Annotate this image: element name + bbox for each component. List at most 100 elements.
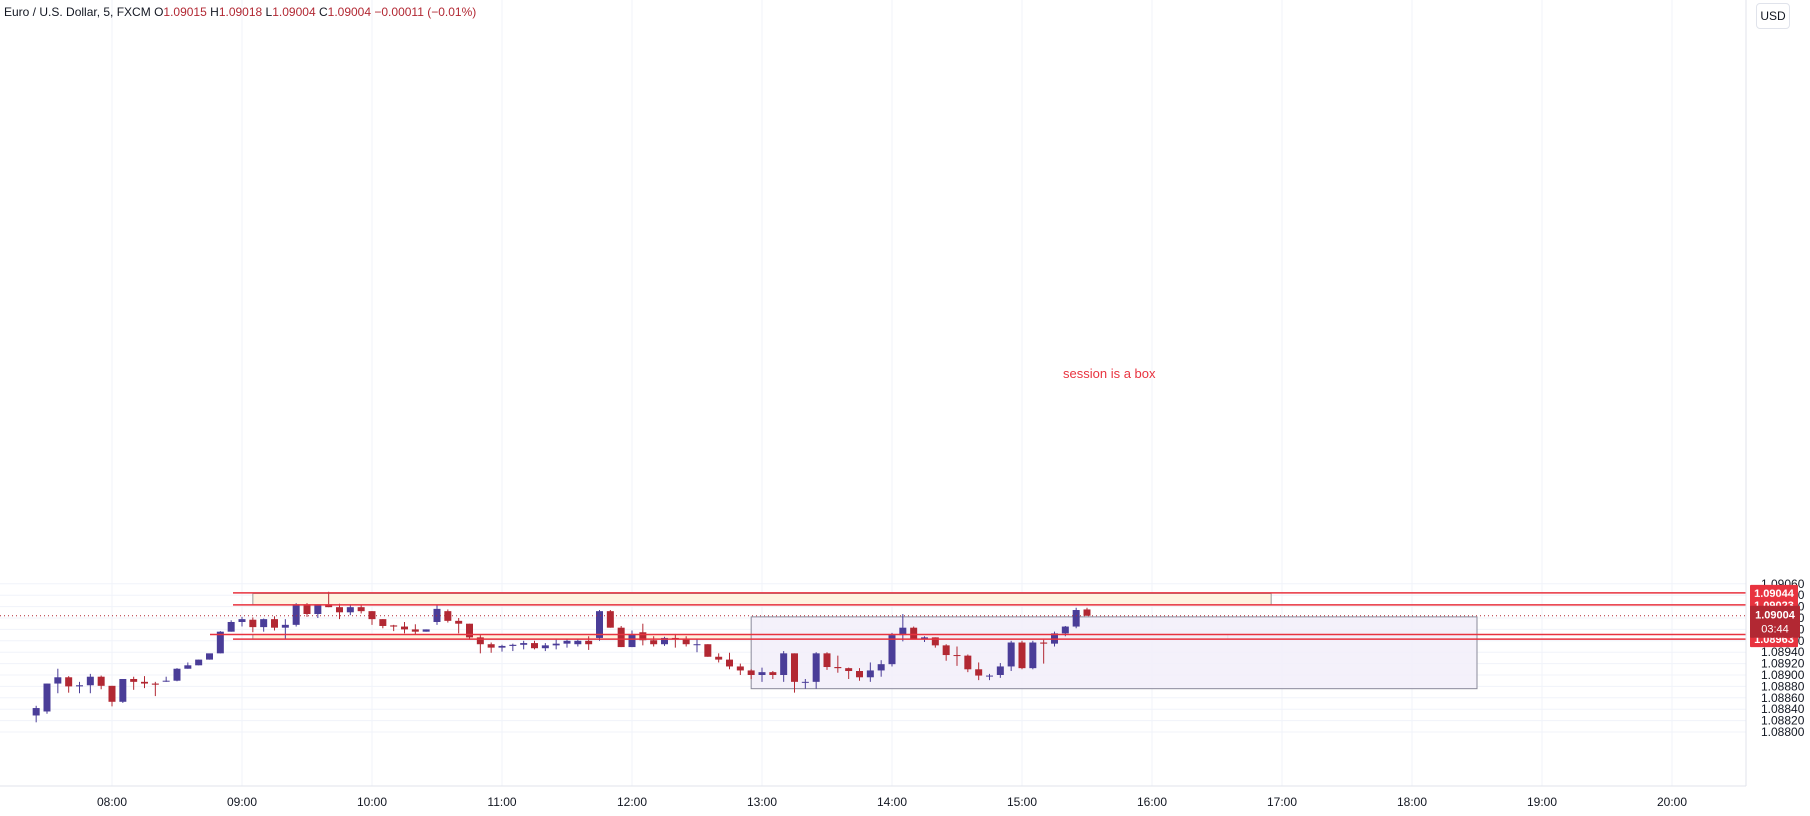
candle bbox=[162, 676, 170, 682]
candle-body bbox=[43, 683, 51, 712]
candle bbox=[996, 663, 1004, 678]
current-price-tag-label: 1.09004 bbox=[1755, 610, 1796, 622]
candle bbox=[574, 639, 582, 647]
price-tick-label: 1.08880 bbox=[1761, 679, 1805, 693]
candle bbox=[271, 616, 278, 631]
candle-body bbox=[812, 653, 820, 682]
symbol-title[interactable]: Euro / U.S. Dollar, 5, FXCM bbox=[4, 5, 151, 19]
candle-body bbox=[726, 659, 733, 667]
candle bbox=[184, 662, 192, 669]
time-tick-label: 19:00 bbox=[1527, 795, 1557, 809]
candle-body bbox=[661, 637, 668, 645]
candle bbox=[866, 662, 874, 682]
candle-body bbox=[975, 669, 983, 676]
candle bbox=[888, 632, 896, 667]
candle bbox=[736, 663, 744, 675]
candle-body bbox=[97, 676, 105, 686]
candle-body bbox=[606, 611, 614, 628]
time-axis[interactable]: 08:00 09:00 10:00 11:00 12:00 13:00 14:00 15:00… bbox=[97, 795, 1687, 809]
candle-body bbox=[552, 643, 560, 646]
candles-layer bbox=[32, 591, 1091, 723]
candle-body bbox=[162, 680, 170, 682]
candle-body bbox=[910, 627, 918, 639]
candle-body bbox=[541, 645, 549, 649]
candle bbox=[466, 623, 473, 640]
time-tick-label: 17:00 bbox=[1267, 795, 1297, 809]
candle bbox=[119, 678, 127, 703]
candle-body bbox=[173, 668, 181, 681]
candle bbox=[346, 604, 354, 616]
session-box bbox=[750, 616, 1478, 690]
candle-body bbox=[314, 604, 322, 615]
candle-body bbox=[856, 671, 863, 678]
time-tick-label: 16:00 bbox=[1137, 795, 1167, 809]
candle bbox=[97, 675, 105, 690]
high-value: 1.09018 bbox=[218, 5, 263, 19]
candle-body bbox=[520, 643, 528, 645]
candle-body bbox=[845, 668, 853, 672]
candle-body bbox=[682, 639, 690, 645]
currency-button[interactable]: USD bbox=[1756, 3, 1790, 29]
candle bbox=[910, 626, 918, 639]
candle-body bbox=[206, 653, 213, 660]
candle bbox=[1083, 607, 1091, 616]
candle-body bbox=[801, 681, 809, 683]
candle bbox=[834, 655, 842, 673]
candle bbox=[54, 668, 62, 694]
price-tick-label: 1.08800 bbox=[1761, 725, 1805, 739]
candle bbox=[531, 640, 538, 650]
candle-body bbox=[216, 631, 224, 654]
candle-body bbox=[303, 604, 311, 615]
candle bbox=[108, 685, 116, 707]
candle-body bbox=[780, 653, 788, 675]
candle bbox=[390, 624, 398, 632]
candle-body bbox=[238, 619, 246, 622]
candle-body bbox=[1072, 610, 1080, 627]
candle bbox=[227, 620, 235, 632]
candle-body bbox=[86, 676, 94, 686]
candle bbox=[791, 653, 798, 693]
time-tick-label: 11:00 bbox=[487, 795, 516, 809]
candle-body bbox=[747, 670, 755, 675]
candle-body bbox=[986, 675, 993, 677]
candle bbox=[1072, 607, 1080, 629]
high-label: H bbox=[210, 5, 219, 19]
candle-body bbox=[888, 635, 896, 665]
candle bbox=[1018, 640, 1026, 670]
candle bbox=[606, 610, 614, 628]
close-label: C bbox=[318, 5, 328, 19]
candle bbox=[650, 636, 658, 647]
low-label: L bbox=[265, 5, 273, 19]
candle bbox=[801, 678, 809, 689]
candle-body bbox=[281, 624, 289, 628]
candle-body bbox=[736, 666, 744, 671]
candle bbox=[758, 667, 766, 682]
session-annotation: session is a box bbox=[1063, 366, 1156, 381]
candle bbox=[715, 653, 723, 663]
candle-body bbox=[32, 708, 40, 716]
candle-body bbox=[271, 619, 278, 628]
current-price-tag-bg bbox=[1750, 605, 1800, 638]
candle-body bbox=[996, 666, 1004, 675]
candle bbox=[411, 624, 419, 635]
candle-body bbox=[596, 611, 603, 638]
price-tick-label: 1.08860 bbox=[1761, 691, 1805, 705]
candle bbox=[292, 603, 300, 627]
candle bbox=[520, 640, 528, 650]
candle-body bbox=[1029, 642, 1037, 669]
candle bbox=[661, 636, 668, 646]
price-tick-label: 1.08940 bbox=[1761, 645, 1805, 659]
candle bbox=[455, 618, 463, 634]
candle bbox=[76, 681, 83, 694]
candle bbox=[704, 644, 712, 657]
candle bbox=[281, 619, 289, 640]
candle bbox=[899, 614, 907, 642]
candle-body bbox=[1083, 609, 1091, 616]
candle bbox=[1029, 640, 1037, 670]
candle-body bbox=[151, 683, 159, 685]
candle bbox=[747, 669, 755, 679]
candle-body bbox=[1018, 642, 1026, 669]
open-label: O bbox=[154, 5, 164, 19]
candle bbox=[682, 636, 690, 647]
